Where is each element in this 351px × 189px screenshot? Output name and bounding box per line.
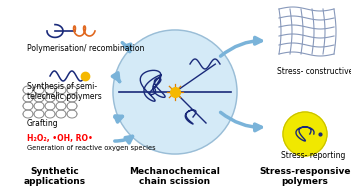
FancyArrowPatch shape: [220, 112, 261, 131]
Text: Polymerisation/ recombination: Polymerisation/ recombination: [27, 44, 144, 53]
FancyArrowPatch shape: [115, 136, 133, 143]
Text: Stress- constructive: Stress- constructive: [277, 67, 351, 76]
Circle shape: [283, 112, 327, 156]
Text: Grafting: Grafting: [27, 119, 59, 128]
FancyArrowPatch shape: [115, 116, 122, 122]
Ellipse shape: [113, 30, 237, 154]
Text: Synthesis of semi-
telechelic polymers: Synthesis of semi- telechelic polymers: [27, 82, 102, 101]
FancyArrowPatch shape: [112, 73, 120, 82]
Text: H₂O₂, •OH, RO•: H₂O₂, •OH, RO•: [27, 134, 93, 143]
Text: Stress-responsive
polymers: Stress-responsive polymers: [259, 167, 351, 186]
FancyArrowPatch shape: [122, 43, 131, 52]
Text: Synthetic
applications: Synthetic applications: [24, 167, 86, 186]
FancyArrowPatch shape: [220, 37, 261, 56]
Text: Stress- reporting: Stress- reporting: [281, 151, 345, 160]
Text: Mechanochemical
chain scission: Mechanochemical chain scission: [130, 167, 220, 186]
Text: Generation of reactive oxygen species: Generation of reactive oxygen species: [27, 145, 155, 151]
